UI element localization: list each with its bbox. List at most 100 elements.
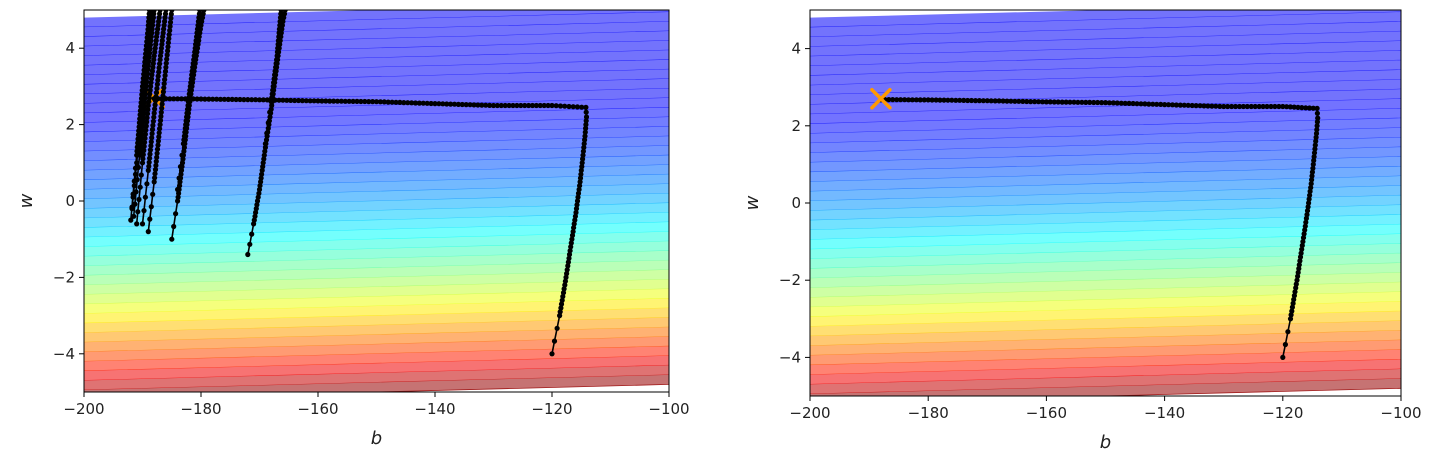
trajectory-point bbox=[157, 117, 164, 124]
trajectory-point bbox=[1240, 103, 1246, 110]
trajectory-point bbox=[1221, 103, 1227, 110]
trajectory-point bbox=[1051, 99, 1057, 105]
trajectory-point bbox=[1292, 289, 1298, 295]
trajectory-point bbox=[988, 98, 994, 104]
y-tick-label: 0 bbox=[791, 194, 801, 212]
trajectory-point bbox=[134, 221, 140, 227]
trajectory-point bbox=[334, 98, 341, 104]
trajectory-point bbox=[1146, 101, 1152, 107]
y-axis-label: w bbox=[742, 195, 763, 210]
trajectory-point bbox=[311, 98, 317, 104]
trajectory-point bbox=[1106, 100, 1112, 106]
trajectory-point bbox=[1039, 99, 1046, 105]
trajectory-point bbox=[249, 231, 255, 237]
contour-band bbox=[810, 60, 1401, 86]
trajectory-point bbox=[214, 96, 220, 102]
trajectory-point bbox=[448, 101, 454, 107]
trajectory-point bbox=[192, 49, 198, 55]
trajectory-point bbox=[1310, 165, 1316, 171]
trajectory-point bbox=[479, 102, 485, 108]
trajectory-point bbox=[186, 91, 192, 97]
trajectory-point bbox=[573, 206, 580, 212]
trajectory-point bbox=[522, 102, 528, 109]
trajectory-point bbox=[150, 122, 156, 128]
trajectory-point bbox=[564, 267, 570, 273]
contour-band bbox=[84, 250, 669, 276]
trajectory-point bbox=[498, 102, 504, 109]
trajectory-point bbox=[1008, 98, 1014, 104]
trajectory-point bbox=[1071, 99, 1077, 105]
trajectory-point bbox=[148, 80, 154, 86]
trajectory-point bbox=[1193, 103, 1199, 109]
contour-field bbox=[810, 10, 1401, 396]
trajectory-point bbox=[153, 162, 159, 169]
trajectory-point bbox=[153, 94, 159, 100]
trajectory-point bbox=[401, 100, 407, 106]
trajectory-point bbox=[167, 96, 173, 102]
trajectory-point bbox=[583, 118, 589, 124]
trajectory-point bbox=[183, 118, 189, 124]
x-tick-label: −160 bbox=[297, 400, 338, 418]
trajectory-point bbox=[146, 31, 152, 37]
trajectory-point bbox=[1169, 102, 1176, 108]
trajectory-point bbox=[147, 23, 153, 29]
trajectory-point bbox=[134, 160, 140, 166]
trajectory-point bbox=[1055, 99, 1061, 105]
trajectory-point bbox=[156, 15, 162, 21]
trajectory-point bbox=[142, 131, 148, 137]
contour-band bbox=[84, 365, 669, 391]
trajectory-point bbox=[282, 10, 288, 13]
trajectory-point bbox=[140, 92, 146, 98]
trajectory-point bbox=[1282, 341, 1288, 348]
trajectory-point bbox=[475, 102, 481, 108]
trajectory-point bbox=[578, 167, 584, 173]
trajectory-point bbox=[1091, 99, 1097, 106]
trajectory-point bbox=[182, 129, 188, 135]
trajectory-point bbox=[144, 111, 151, 117]
trajectory-point bbox=[152, 106, 158, 112]
trajectory-point bbox=[1312, 142, 1318, 148]
trajectory-point bbox=[150, 60, 156, 67]
trajectory-point bbox=[381, 99, 387, 105]
trajectory-point bbox=[580, 152, 586, 158]
contour-band bbox=[84, 59, 669, 85]
trajectory-point bbox=[1298, 250, 1304, 256]
trajectory-point bbox=[154, 154, 160, 160]
trajectory-point bbox=[1314, 110, 1320, 116]
trajectory-point bbox=[566, 255, 572, 261]
trajectory-point bbox=[1158, 101, 1164, 107]
trajectory-point bbox=[187, 83, 193, 89]
trajectory-point bbox=[276, 97, 282, 103]
trajectory-point bbox=[909, 97, 916, 103]
trajectory-point bbox=[581, 141, 587, 147]
trajectory-point bbox=[1197, 103, 1203, 109]
trajectory-point bbox=[154, 34, 160, 40]
trajectory-point bbox=[260, 97, 266, 103]
trajectory-point bbox=[161, 22, 167, 28]
trajectory-point bbox=[1309, 169, 1315, 175]
trajectory-point bbox=[1307, 192, 1313, 198]
trajectory-point bbox=[1012, 98, 1018, 104]
trajectory-point bbox=[155, 142, 161, 148]
trajectory-point bbox=[1305, 204, 1311, 210]
trajectory-point bbox=[142, 194, 148, 200]
trajectory-point bbox=[154, 85, 160, 92]
trajectory-point bbox=[1296, 266, 1302, 272]
trajectory-point bbox=[467, 102, 473, 108]
trajectory-point bbox=[162, 15, 168, 21]
trajectory-point bbox=[976, 98, 983, 104]
trajectory-point bbox=[147, 151, 153, 157]
trajectory-point bbox=[272, 72, 278, 78]
trajectory-point bbox=[1189, 102, 1195, 109]
contour-band bbox=[84, 193, 669, 219]
trajectory-point bbox=[191, 57, 197, 63]
trajectory-point bbox=[157, 122, 163, 128]
trajectory-point bbox=[937, 97, 943, 103]
trajectory-point bbox=[183, 122, 189, 128]
trajectory-point bbox=[557, 103, 564, 109]
contour-band bbox=[810, 214, 1401, 240]
contour-band bbox=[84, 308, 669, 333]
contour-band bbox=[84, 155, 669, 180]
trajectory-point bbox=[158, 49, 164, 55]
trajectory-point bbox=[1122, 100, 1128, 106]
